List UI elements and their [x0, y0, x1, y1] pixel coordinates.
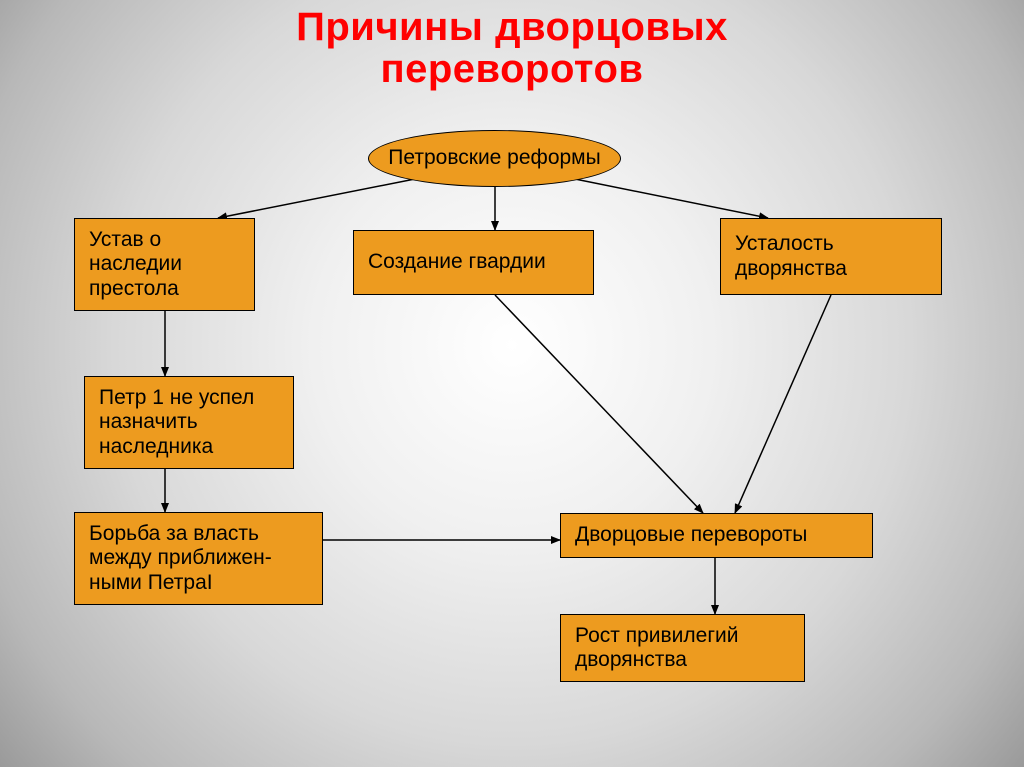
edge-tired-coup [735, 295, 831, 513]
node-tired: Усталость дворянства [720, 218, 942, 295]
node-ustav: Устав о наследии престола [74, 218, 255, 311]
edge-root-ustav [218, 178, 420, 218]
node-label: Петровские реформы [388, 146, 600, 170]
node-guard: Создание гвардии [353, 230, 594, 295]
title-line2: переворотов [0, 48, 1024, 90]
node-petr1: Петр 1 не успел назначить наследника [84, 376, 294, 469]
page-title: Причины дворцовых переворотов [0, 0, 1024, 90]
node-label: Создание гвардии [368, 250, 546, 274]
node-label: Петр 1 не успел назначить наследника [99, 386, 254, 458]
node-root: Петровские реформы [368, 130, 621, 187]
node-borba: Борьба за власть между приближен- ными П… [74, 512, 323, 605]
edge-root-tired [570, 178, 768, 218]
node-label: Рост привилегий дворянства [575, 624, 738, 672]
edge-guard-coup [495, 295, 703, 513]
node-label: Устав о наследии престола [89, 228, 182, 300]
title-line1: Причины дворцовых [0, 6, 1024, 48]
node-label: Борьба за власть между приближен- ными П… [89, 522, 272, 594]
node-label: Дворцовые перевороты [575, 523, 807, 547]
node-label: Усталость дворянства [735, 232, 847, 280]
node-growth: Рост привилегий дворянства [560, 614, 805, 682]
node-coup: Дворцовые перевороты [560, 513, 873, 558]
